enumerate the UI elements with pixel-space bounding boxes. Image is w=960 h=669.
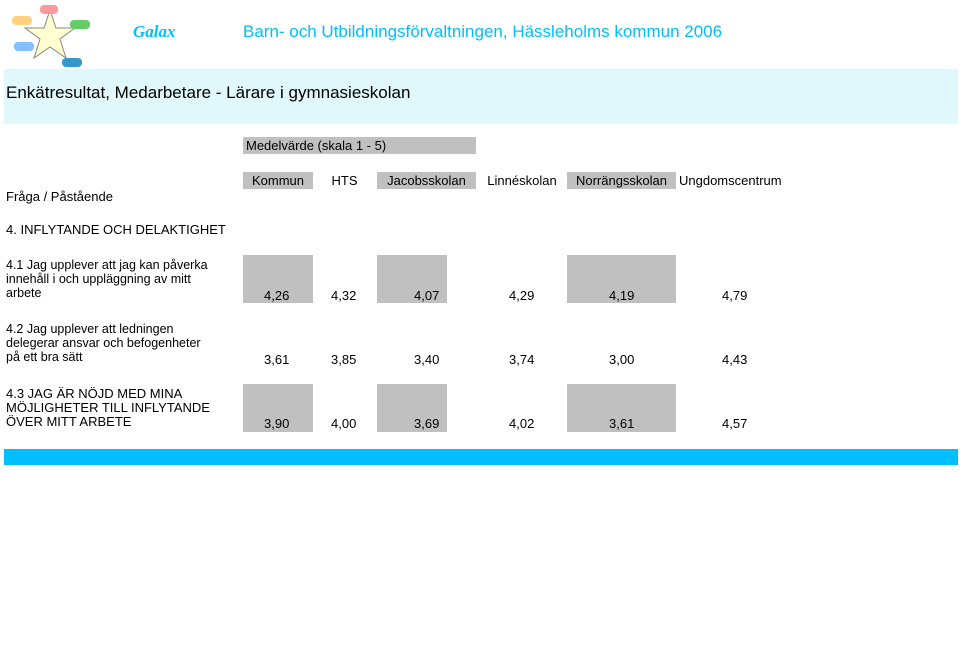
- brand-name: Galax: [133, 22, 176, 41]
- value-jacobsskolan: 3,40: [414, 352, 440, 367]
- question-text: 4.1 Jag upplever att jag kan påverka inn…: [6, 258, 208, 300]
- footer-band: [4, 449, 958, 465]
- norrangsskolan-cell-bg: [567, 384, 676, 432]
- value-linneskolan: 3,74: [509, 352, 535, 367]
- norrangsskolan-cell-bg: [567, 255, 676, 303]
- value-ungdomscentrum: 4,79: [722, 288, 748, 303]
- value-ungdomscentrum: 4,43: [722, 352, 748, 367]
- header-title: Barn- och Utbildningsförvaltningen, Häss…: [243, 22, 723, 41]
- value-hts: 3,85: [331, 352, 357, 367]
- question-text: 4.2 Jag upplever att ledningen delegerar…: [6, 322, 201, 364]
- value-jacobsskolan: 3,69: [414, 416, 440, 431]
- value-kommun: 4,26: [264, 288, 290, 303]
- galax-logo: [8, 2, 94, 70]
- value-kommun: 3,90: [264, 416, 290, 431]
- value-norrangsskolan: 3,61: [609, 416, 635, 431]
- title-band: [4, 69, 958, 124]
- column-header-hts: HTS: [331, 173, 358, 188]
- column-header-jacobsskolan: Jacobsskolan: [377, 172, 476, 189]
- jacobsskolan-cell-bg: [377, 384, 447, 432]
- column-header-norrangsskolan: Norrängsskolan: [567, 172, 676, 189]
- value-ungdomscentrum: 4,57: [722, 416, 748, 431]
- column-header-ungdomscentrum: Ungdomscentrum: [679, 173, 782, 188]
- jacobsskolan-cell-bg: [377, 255, 447, 303]
- kommun-cell-bg: [243, 255, 313, 303]
- column-header-linneskolan: Linnéskolan: [487, 173, 557, 188]
- section-title: 4. INFLYTANDE OCH DELAKTIGHET: [6, 222, 226, 237]
- value-jacobsskolan: 4,07: [414, 288, 440, 303]
- value-norrangsskolan: 4,19: [609, 288, 635, 303]
- value-hts: 4,32: [331, 288, 357, 303]
- question-header: Fråga / Påstående: [6, 189, 113, 204]
- value-linneskolan: 4,29: [509, 288, 535, 303]
- value-linneskolan: 4,02: [509, 416, 535, 431]
- value-norrangsskolan: 3,00: [609, 352, 635, 367]
- value-kommun: 3,61: [264, 352, 290, 367]
- question-text: 4.3 JAG ÄR NÖJD MED MINA MÖJLIGHETER TIL…: [6, 386, 210, 429]
- page-title: Enkätresultat, Medarbetare - Lärare i gy…: [6, 83, 411, 102]
- kommun-cell-bg: [243, 384, 313, 432]
- mean-header: Medelvärde (skala 1 - 5): [243, 137, 476, 154]
- column-header-kommun: Kommun: [243, 172, 313, 189]
- value-hts: 4,00: [331, 416, 357, 431]
